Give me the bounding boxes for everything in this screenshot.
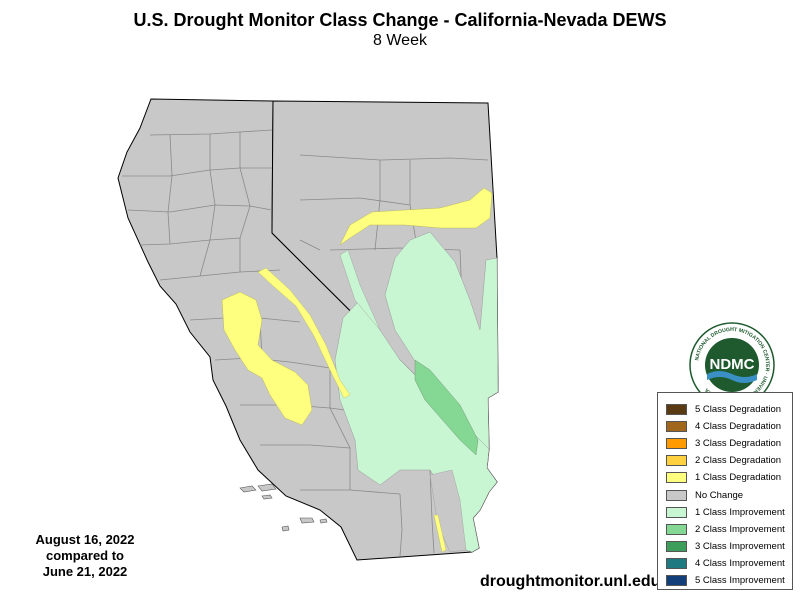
legend-item: 2 Class Degradation — [666, 452, 792, 469]
legend-swatch — [666, 506, 687, 518]
legend-item: 5 Class Degradation — [666, 401, 792, 418]
map-title: U.S. Drought Monitor Class Change - Cali… — [133, 10, 667, 30]
legend-label: 4 Class Degradation — [695, 421, 782, 433]
channel-islands — [239, 483, 328, 532]
degradation-1-southern-strip — [433, 514, 447, 553]
degradation-1-central-valley — [221, 291, 313, 426]
legend-swatch — [666, 574, 687, 586]
ndmc-logo: NATIONAL DROUGHT MITIGATION CENTER · UNI… — [689, 322, 775, 408]
degradation-1-nevada-north — [339, 187, 493, 246]
legend-swatch — [666, 455, 687, 467]
legend-label: 1 Class Degradation — [695, 472, 782, 484]
legend-swatch — [666, 489, 687, 501]
improvement-1-nevada-west-strip — [339, 249, 381, 331]
legend-item: 4 Class Degradation — [666, 418, 792, 435]
legend-swatch — [666, 472, 687, 484]
legend-label: 4 Class Improvement — [695, 557, 785, 569]
legend-label: 1 Class Improvement — [695, 506, 785, 518]
legend-label: 2 Class Improvement — [695, 523, 785, 535]
improvement-2-band — [414, 359, 479, 456]
legend-swatch — [666, 557, 687, 569]
date-comparison: August 16, 2022 compared to June 21, 202… — [10, 532, 160, 580]
legend-label: 3 Class Improvement — [695, 540, 785, 552]
legend-item: 2 Class Improvement — [666, 521, 792, 538]
legend-label: 5 Class Improvement — [695, 574, 785, 586]
source-url: droughtmonitor.unl.edu — [480, 573, 661, 590]
legend-swatch — [666, 438, 687, 450]
current-date: August 16, 2022 — [35, 532, 135, 547]
legend-item: No Change — [666, 486, 792, 503]
legend-item: 4 Class Improvement — [666, 555, 792, 572]
improvement-1-nevada — [384, 231, 499, 450]
legend-swatch — [666, 540, 687, 552]
compared-to-label: compared to — [45, 548, 124, 563]
legend-item: 3 Class Degradation — [666, 435, 792, 452]
legend-label: 5 Class Degradation — [695, 404, 782, 416]
legend-label: No Change — [695, 489, 744, 501]
legend-item: 1 Class Degradation — [666, 469, 792, 486]
legend: 5 Class Degradation 4 Class Degradation 3 … — [657, 392, 793, 590]
legend-swatch — [666, 421, 687, 433]
legend-label: 2 Class Degradation — [695, 455, 782, 467]
previous-date: June 21, 2022 — [42, 564, 128, 579]
legend-item: 3 Class Improvement — [666, 538, 792, 555]
legend-swatch — [666, 523, 687, 535]
logo-text: NDMC — [710, 356, 755, 373]
legend-item: 5 Class Improvement — [666, 572, 792, 589]
degradation-1-sierra-strip — [257, 267, 351, 399]
legend-swatch — [666, 404, 687, 416]
map-subtitle: 8 Week — [373, 32, 427, 49]
legend-item: 1 Class Improvement — [666, 504, 792, 521]
legend-label: 3 Class Degradation — [695, 438, 782, 450]
